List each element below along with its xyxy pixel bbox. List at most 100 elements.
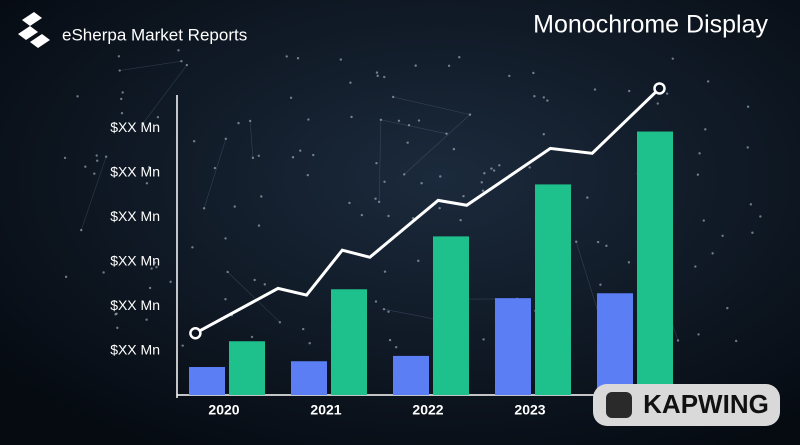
network-node bbox=[117, 55, 121, 58]
network-node bbox=[542, 96, 546, 99]
y-tick-label: $XX Mn bbox=[110, 252, 160, 268]
plot: $XX Mn $XX Mn $XX Mn $XX Mn $XX Mn $XX Mn 2020… bbox=[110, 82, 673, 418]
network-node bbox=[458, 56, 461, 59]
network-link bbox=[403, 114, 471, 175]
network-node bbox=[387, 310, 390, 313]
network-node bbox=[299, 149, 302, 152]
network-node bbox=[339, 58, 343, 61]
network-link bbox=[203, 138, 227, 209]
network-node bbox=[438, 206, 441, 210]
network-node bbox=[80, 228, 83, 232]
network-link bbox=[119, 60, 182, 71]
watermark-background bbox=[593, 384, 780, 426]
network-node bbox=[508, 74, 511, 78]
y-tick-label: $XX Mn bbox=[110, 341, 160, 357]
y-tick-label: $XX Mn bbox=[110, 164, 160, 180]
network-node bbox=[285, 55, 288, 58]
network-node bbox=[120, 97, 123, 101]
network-node bbox=[278, 321, 282, 324]
network-node bbox=[213, 166, 217, 170]
x-tick-label: 2023 bbox=[514, 402, 545, 418]
network-node bbox=[148, 286, 152, 290]
network-node bbox=[360, 213, 364, 217]
network-node bbox=[224, 137, 228, 141]
network-node bbox=[180, 60, 183, 63]
network-node bbox=[417, 119, 421, 122]
network-node bbox=[382, 307, 386, 311]
network-node bbox=[726, 306, 729, 310]
network-node bbox=[147, 165, 151, 169]
y-tick-label: $XX Mn bbox=[110, 297, 160, 313]
network-link bbox=[380, 119, 447, 134]
network-node bbox=[226, 270, 229, 274]
network-node bbox=[248, 119, 252, 123]
network-node bbox=[468, 113, 472, 116]
network-node bbox=[665, 92, 669, 95]
network-node bbox=[447, 64, 451, 67]
bar bbox=[229, 341, 265, 395]
network-node bbox=[721, 234, 724, 237]
network-node bbox=[375, 161, 378, 165]
network-node bbox=[492, 169, 496, 172]
network-node bbox=[586, 196, 589, 199]
network-node bbox=[402, 173, 406, 176]
network-node bbox=[102, 271, 105, 274]
network-node bbox=[150, 267, 153, 270]
network-node bbox=[375, 71, 379, 74]
network-link bbox=[142, 64, 188, 124]
network-node bbox=[169, 280, 172, 284]
network-node bbox=[706, 80, 710, 83]
network-node bbox=[751, 231, 754, 234]
network-node bbox=[379, 118, 383, 121]
network-node bbox=[532, 71, 535, 75]
network-node bbox=[306, 173, 310, 177]
bar bbox=[637, 131, 673, 395]
network-node bbox=[118, 69, 121, 72]
network-node bbox=[546, 99, 549, 102]
network-node bbox=[696, 173, 700, 176]
network-node bbox=[376, 74, 379, 78]
network-node bbox=[64, 275, 68, 279]
network-node bbox=[257, 154, 261, 157]
network-node bbox=[76, 95, 79, 98]
network-node bbox=[374, 197, 377, 200]
network-node bbox=[95, 154, 98, 157]
network-node bbox=[312, 153, 315, 157]
network-node bbox=[257, 224, 261, 227]
trend-endpoint bbox=[653, 82, 666, 95]
network-node bbox=[498, 164, 501, 167]
network-node bbox=[599, 283, 602, 286]
trend-endpoint bbox=[189, 326, 202, 340]
network-node bbox=[224, 237, 227, 240]
network-node bbox=[233, 205, 236, 208]
network-node bbox=[734, 339, 738, 343]
network-link bbox=[249, 120, 254, 158]
chart-title: Monochrome Display bbox=[533, 11, 768, 39]
network-node bbox=[374, 300, 378, 303]
network-node bbox=[533, 95, 536, 98]
bar bbox=[393, 355, 429, 395]
network-node bbox=[93, 172, 96, 175]
network-node bbox=[155, 265, 158, 269]
network-node bbox=[153, 261, 157, 264]
network-link bbox=[378, 119, 382, 202]
network-node bbox=[308, 342, 311, 345]
network-node bbox=[394, 345, 398, 349]
network-node bbox=[704, 128, 707, 131]
trend-line bbox=[194, 87, 661, 335]
x-tick-label: 2022 bbox=[412, 402, 443, 418]
network-node bbox=[84, 165, 87, 168]
network-node bbox=[63, 156, 67, 160]
network-node bbox=[749, 203, 753, 206]
network-node bbox=[698, 152, 701, 155]
network-node bbox=[391, 95, 395, 99]
network-node bbox=[528, 166, 531, 169]
network-node bbox=[490, 167, 493, 170]
network-link bbox=[393, 96, 471, 115]
bar bbox=[189, 367, 225, 395]
network-node bbox=[711, 252, 714, 255]
network-link bbox=[227, 271, 281, 323]
network-link bbox=[80, 156, 107, 231]
